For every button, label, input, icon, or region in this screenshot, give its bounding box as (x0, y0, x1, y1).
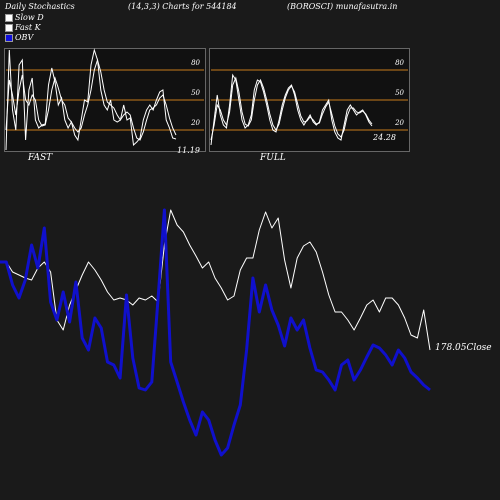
fast-series-line-0 (5, 48, 177, 151)
level-tick-label: 50 (395, 89, 404, 97)
fast-panel-label: FAST (28, 153, 53, 163)
level-tick-label: 80 (191, 59, 200, 67)
legend-swatch-icon (5, 24, 13, 32)
level-tick-label: 50 (191, 89, 200, 97)
legend-label: Slow D (15, 13, 44, 22)
full-series-line-0 (210, 73, 373, 146)
legend-swatch-icon (5, 34, 13, 42)
legend-fast-k: Fast K (5, 23, 41, 33)
obv-line (0, 208, 431, 457)
legend-swatch-icon (5, 14, 13, 22)
legend-label: Fast K (15, 23, 41, 32)
chart-title-left: Daily Stochastics (5, 2, 75, 11)
close-value-label: 178.05Close (435, 343, 492, 353)
close-price-line (0, 209, 431, 351)
fast-series-line-1 (5, 58, 177, 141)
legend-obv: OBV (5, 33, 33, 43)
full-panel-label: FULL (260, 153, 286, 163)
last-value-label: 11.19 (177, 146, 200, 155)
legend-slow-d: Slow D (5, 13, 44, 23)
level-tick-label: 20 (394, 119, 404, 127)
last-value-label: 24.28 (372, 133, 396, 142)
chart-title-right: (BOROSCI) munafasutra.in (287, 2, 398, 11)
full-series-line-1 (210, 76, 373, 141)
level-tick-label: 80 (395, 59, 404, 67)
legend-label: OBV (15, 33, 34, 42)
chart-title-center: (14,3,3) Charts for 544184 (128, 2, 237, 11)
level-tick-label: 20 (190, 119, 200, 127)
